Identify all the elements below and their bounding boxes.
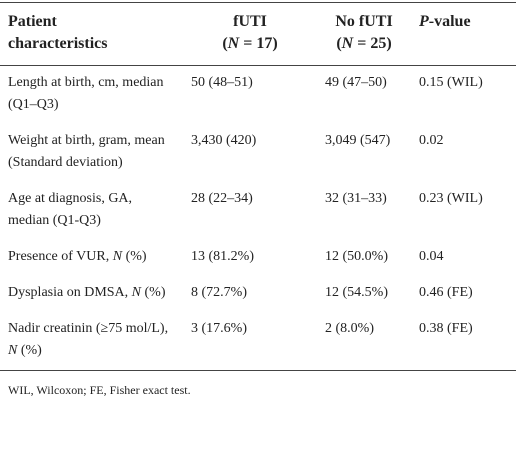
table-cell: Age at diagnosis, GA, median (Q1-Q3) [0,182,183,240]
text: 32 (31–33) [325,191,387,206]
table-cell: Dysplasia on DMSA, N (%) [0,276,183,312]
text: No fUTI [335,13,393,30]
text-run: (%) [17,343,42,358]
table-cell: 0.04 [411,240,516,276]
table-cell: 50 (48–51) [183,66,317,125]
text: fUTI [233,13,267,30]
table-row: Presence of VUR, N (%) 13 (81.2%) 12 (50.0… [0,240,516,276]
text: Patient [8,13,57,30]
header-line: (N = 25) [325,33,403,55]
table-cell: Presence of VUR, N (%) [0,240,183,276]
table-cell: 2 (8.0%) [317,312,411,371]
text-run: Dysplasia on DMSA, [8,285,132,300]
text-run: = 17) [239,35,278,52]
header-line: characteristics [8,33,175,55]
footnote: WIL, Wilcoxon; FE, Fisher exact test. [8,383,191,397]
table-cell: Weight at birth, gram, mean (Standard de… [0,124,183,182]
table-cell: 3,049 (547) [317,124,411,182]
text: Weight at birth, gram, mean (Standard de… [8,133,165,170]
table-row: Length at birth, cm, median (Q1–Q3) 50 (4… [0,66,516,125]
header-cell: Patient characteristics [0,3,183,66]
table-cell: 12 (50.0%) [317,240,411,276]
table-header: Patient characteristics fUTI (N = 17) No fUT… [0,2,516,66]
table-cell: 8 (72.7%) [183,276,317,312]
table-cell: 13 (81.2%) [183,240,317,276]
table-cell: 49 (47–50) [317,66,411,125]
text-run: N [112,249,123,264]
text-run: P [419,13,429,30]
text: Length at birth, cm, median (Q1–Q3) [8,75,164,112]
table-cell: 0.02 [411,124,516,182]
table-cell: 3,430 (420) [183,124,317,182]
text: 2 (8.0%) [325,321,374,336]
table-cell: Length at birth, cm, median (Q1–Q3) [0,66,183,125]
table-cell: 32 (31–33) [317,182,411,240]
text-run: Nadir creatinin (≥75 mol/L), [8,321,169,336]
text: 12 (54.5%) [325,285,388,300]
text: 3,430 (420) [191,133,257,148]
data-table: Patient characteristics fUTI (N = 17) No fUT… [0,2,516,371]
table-row: Weight at birth, gram, mean (Standard de… [0,124,516,182]
text: 49 (47–50) [325,75,387,90]
table-cell: 0.46 (FE) [411,276,516,312]
header-line: (N = 17) [191,33,309,55]
text: 13 (81.2%) [191,249,254,264]
text: 0.38 (FE) [419,321,473,336]
header-cell: P-value [411,3,516,66]
header-row: Patient characteristics fUTI (N = 17) No fUT… [0,2,516,66]
text-run: N [341,35,354,52]
header-line: P-value [419,11,508,33]
text: 0.46 (FE) [419,285,473,300]
table-cell: 0.23 (WIL) [411,182,516,240]
header-line: No fUTI [325,11,403,33]
table-cell: 0.38 (FE) [411,312,516,371]
text-run: N [227,35,240,52]
text: 0.04 [419,249,444,264]
text: 0.23 (WIL) [419,191,483,206]
text-run: ( [222,35,228,52]
text: 8 (72.7%) [191,285,247,300]
text-run: Presence of VUR, [8,249,113,264]
text: Age at diagnosis, GA, median (Q1-Q3) [8,191,133,228]
table-cell: 28 (22–34) [183,182,317,240]
text: 3,049 (547) [325,133,391,148]
text: 3 (17.6%) [191,321,247,336]
header-line: fUTI [191,11,309,33]
table-body: Length at birth, cm, median (Q1–Q3) 50 (4… [0,66,516,371]
table-cell: 3 (17.6%) [183,312,317,371]
text-run: ( [336,35,342,52]
table-row: Dysplasia on DMSA, N (%) 8 (72.7%) 12 (54.… [0,276,516,312]
table-row: Age at diagnosis, GA, median (Q1-Q3) 28 (… [0,182,516,240]
text: 50 (48–51) [191,75,253,90]
text-run: (%) [122,249,147,264]
text-run: = 25) [353,35,392,52]
table-row: Nadir creatinin (≥75 mol/L), N (%) 3 (17.… [0,312,516,371]
text: characteristics [8,35,108,52]
table-cell: 12 (54.5%) [317,276,411,312]
text: 28 (22–34) [191,191,253,206]
text-run: N [131,285,142,300]
table-cell: Nadir creatinin (≥75 mol/L), N (%) [0,312,183,371]
text-run: N [8,343,18,358]
text: 0.02 [419,133,444,148]
text: 0.15 (WIL) [419,75,483,90]
text-run: (%) [141,285,166,300]
text-run: -value [428,13,471,30]
header-cell: No fUTI (N = 25) [317,3,411,66]
header-line: Patient [8,11,175,33]
table-cell: 0.15 (WIL) [411,66,516,125]
text: 12 (50.0%) [325,249,388,264]
header-cell: fUTI (N = 17) [183,3,317,66]
